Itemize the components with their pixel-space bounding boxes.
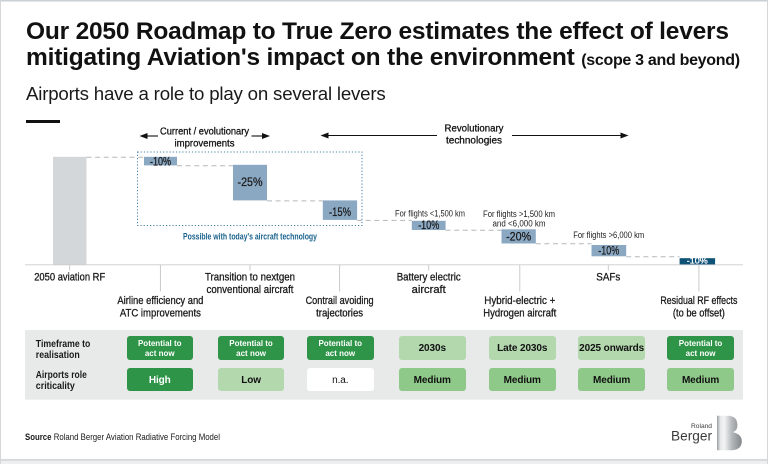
svg-text:trajectories: trajectories: [316, 308, 363, 320]
svg-text:aircraft: aircraft: [412, 284, 446, 296]
svg-text:conventional aircraft: conventional aircraft: [207, 284, 294, 296]
svg-text:Revolutionary: Revolutionary: [445, 123, 505, 135]
svg-text:technologies: technologies: [446, 135, 502, 147]
svg-text:Source Roland Berger Aviation: Source Roland Berger Aviation Radiative …: [25, 432, 220, 443]
svg-text:-10%: -10%: [687, 256, 708, 266]
svg-text:For flights >6,000 km: For flights >6,000 km: [573, 230, 644, 240]
svg-text:Berger: Berger: [671, 429, 712, 444]
svg-text:(to be offset): (to be offset): [673, 308, 725, 320]
svg-text:-10%: -10%: [418, 218, 439, 232]
svg-text:-15%: -15%: [329, 205, 351, 219]
svg-text:2050 aviation RF: 2050 aviation RF: [34, 272, 105, 284]
svg-text:Hydrogen aircraft: Hydrogen aircraft: [483, 308, 556, 320]
svg-text:and <6,000 km: and <6,000 km: [493, 219, 546, 229]
svg-text:criticality: criticality: [36, 380, 75, 392]
svg-text:Airports role: Airports role: [36, 369, 87, 381]
svg-text:For flights <1,500 km: For flights <1,500 km: [395, 209, 465, 219]
svg-text:Transition to nextgen: Transition to nextgen: [205, 272, 295, 284]
svg-text:Current / evolutionary: Current / evolutionary: [160, 126, 250, 138]
svg-text:-20%: -20%: [506, 230, 531, 244]
svg-text:SAFs: SAFs: [596, 272, 620, 284]
svg-text:Possible with today's aircraft: Possible with today's aircraft technolog…: [183, 232, 318, 243]
svg-text:-10%: -10%: [150, 154, 171, 168]
svg-text:Residual RF effects: Residual RF effects: [660, 295, 737, 307]
svg-text:realisation: realisation: [36, 349, 80, 361]
svg-text:Timeframe to: Timeframe to: [36, 338, 91, 350]
svg-text:For flights >1,500 km: For flights >1,500 km: [483, 209, 555, 219]
svg-text:Hybrid-electric +: Hybrid-electric +: [484, 295, 555, 307]
svg-text:-10%: -10%: [598, 243, 619, 257]
svg-text:ATC improvements: ATC improvements: [120, 308, 201, 320]
svg-text:improvements: improvements: [175, 138, 235, 150]
svg-text:-25%: -25%: [238, 175, 263, 189]
svg-text:Airline efficiency and: Airline efficiency and: [117, 295, 203, 307]
svg-text:Roland: Roland: [691, 423, 712, 430]
svg-text:Contrail avoiding: Contrail avoiding: [306, 295, 374, 307]
svg-text:Battery electric: Battery electric: [397, 272, 461, 284]
